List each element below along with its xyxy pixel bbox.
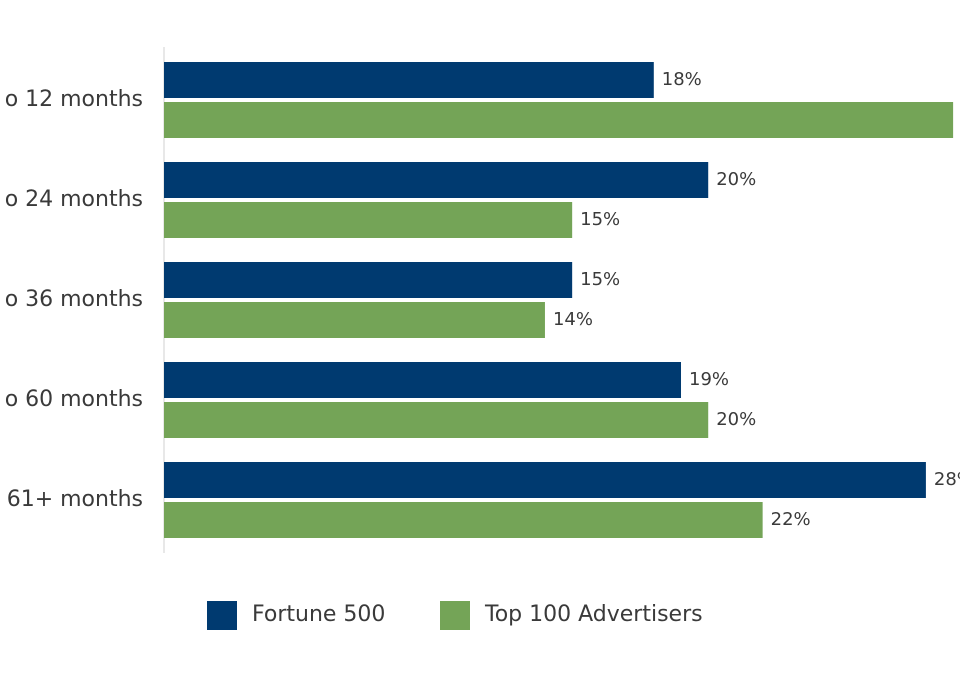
bar	[164, 202, 573, 238]
value-label: 20%	[716, 409, 756, 430]
value-label: 14%	[553, 309, 593, 330]
bar	[164, 402, 709, 438]
legend-label: Fortune 500	[252, 602, 385, 627]
value-label: 19%	[689, 369, 729, 390]
value-label: 20%	[716, 169, 756, 190]
value-label: 22%	[771, 509, 811, 530]
legend-swatch	[207, 601, 237, 630]
y-tick-label: o 12 months	[5, 87, 143, 112]
bar	[164, 502, 763, 538]
bar	[164, 462, 926, 498]
y-tick-label: o 24 months	[5, 187, 143, 212]
value-label: 15%	[580, 209, 620, 230]
y-tick-label: o 60 months	[5, 387, 143, 412]
bar	[164, 162, 709, 198]
y-tick-label: 61+ months	[7, 487, 143, 512]
value-label: 18%	[662, 69, 702, 90]
bar	[164, 62, 654, 98]
value-label: 28%	[934, 469, 960, 490]
bar	[164, 302, 545, 338]
legend-label: Top 100 Advertisers	[484, 602, 703, 627]
y-tick-label: o 36 months	[5, 287, 143, 312]
value-label: 15%	[580, 269, 620, 290]
bar	[164, 262, 573, 298]
legend-swatch	[440, 601, 470, 630]
bar	[164, 362, 682, 398]
bar	[164, 102, 954, 138]
